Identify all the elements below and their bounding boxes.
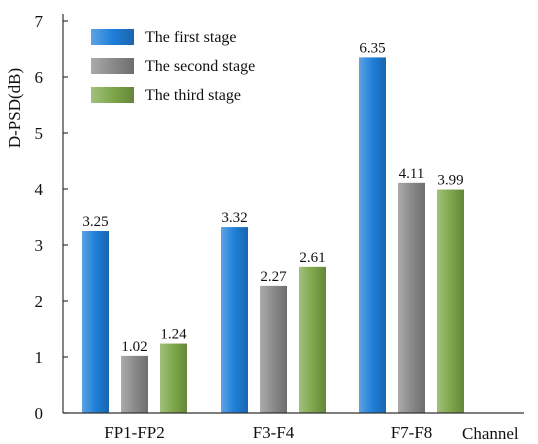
data-label: 3.32 [221,210,247,226]
y-tick-label: 6 [35,68,44,87]
category-label: FP1-FP2 [104,423,164,442]
data-label: 3.25 [82,214,108,230]
y-tick-label: 2 [35,292,44,311]
data-label: 1.02 [121,339,147,355]
legend-label: The third stage [145,87,241,104]
category-label: F3-F4 [253,423,295,442]
legend-swatch [91,58,134,74]
bar [260,285,287,413]
legend-swatch [91,87,134,103]
y-tick-label: 5 [35,124,44,143]
y-tick-label: 4 [35,180,44,199]
y-tick-label: 7 [35,12,44,31]
data-label: 3.99 [437,173,463,189]
bar [299,266,326,413]
bar [160,343,187,413]
data-label: 2.27 [260,269,287,285]
bar [121,355,148,413]
legend-label: The second stage [145,58,255,75]
bar [398,182,425,413]
data-label: 1.24 [160,327,187,343]
data-label: 4.11 [399,166,425,182]
y-tick-label: 3 [35,236,44,255]
bar [359,57,386,414]
x-axis-title: Channel [462,424,519,443]
category-label: F7-F8 [391,423,433,442]
y-tick-label: 1 [35,348,44,367]
data-label: 6.35 [359,40,385,56]
bar [221,227,248,413]
bar [82,231,109,413]
plot-area: 3.25 1.02 1.24 3.32 2.27 2.61 6.35 4.11 3.99 [82,40,464,414]
y-axis-title: D-PSD(dB) [5,68,24,148]
y-tick-label: 0 [35,404,44,423]
legend-swatch [91,29,134,45]
bar [437,189,464,413]
data-label: 2.61 [299,250,325,266]
legend-label: The first stage [145,29,237,46]
axes: 0 1 2 3 4 5 6 7 FP1-FP2 F3-F4 F7-F8 [35,12,524,442]
legend: The first stage The second stage The third… [91,29,255,104]
